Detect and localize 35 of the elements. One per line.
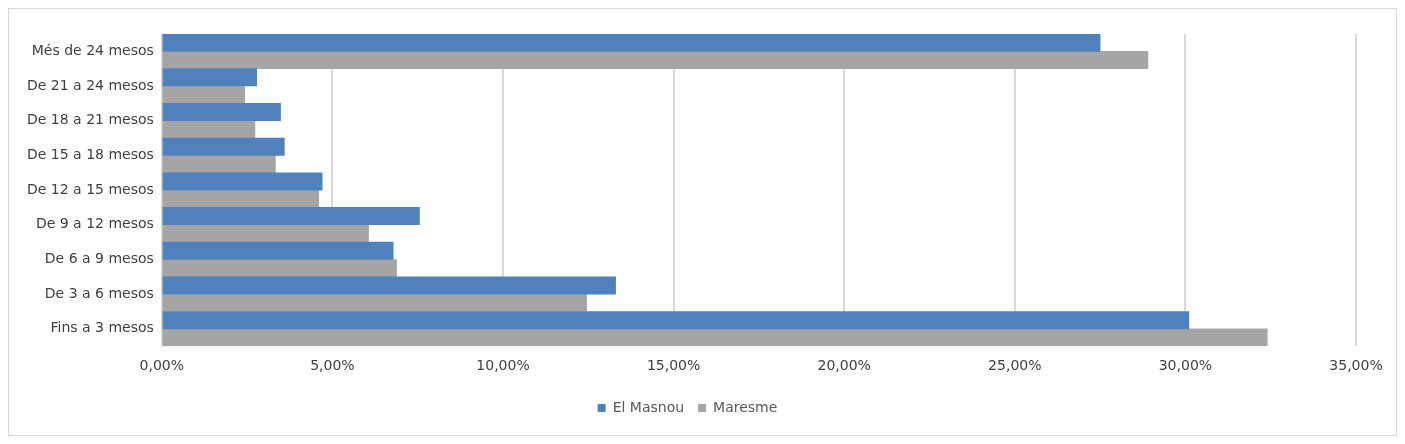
x-tick-label: 35,00% (1329, 357, 1383, 374)
x-tick-label: 0,00% (139, 357, 185, 374)
y-tick-label: De 6 a 9 mesos (44, 250, 154, 267)
bar (162, 276, 616, 295)
y-tick-label: De 15 a 18 mesos (26, 146, 154, 163)
bar (162, 51, 1149, 70)
x-tick-label: 25,00% (988, 357, 1042, 374)
y-tick-label: De 18 a 21 mesos (26, 111, 154, 128)
y-tick-label: De 12 a 15 mesos (26, 180, 154, 197)
bar (162, 207, 420, 226)
bar (162, 137, 285, 156)
bar (162, 189, 320, 208)
bar (162, 85, 246, 104)
y-tick-label: De 9 a 12 mesos (35, 215, 154, 232)
bar (162, 103, 281, 122)
x-tick-label: 20,00% (817, 357, 871, 374)
bar (162, 328, 1268, 347)
y-tick-label: Més de 24 mesos (31, 41, 154, 58)
legend-label: Maresme (713, 398, 778, 415)
bar (162, 241, 394, 260)
bar (162, 68, 257, 87)
bar (162, 311, 1190, 330)
x-tick-label: 30,00% (1158, 357, 1213, 374)
x-tick-label: 15,00% (646, 357, 701, 374)
bar (162, 172, 323, 191)
bar (162, 34, 1101, 52)
legend-label: El Masnou (612, 398, 685, 415)
bar (162, 293, 587, 312)
bar (162, 224, 369, 243)
x-tick-label: 10,00% (476, 357, 530, 374)
x-tick-label: 5,00% (310, 357, 355, 374)
bar (162, 120, 256, 139)
y-tick-label: De 21 a 24 mesos (26, 76, 154, 93)
y-tick-label: De 3 a 6 mesos (44, 284, 154, 301)
y-tick-label: Fins a 3 mesos (50, 319, 154, 336)
